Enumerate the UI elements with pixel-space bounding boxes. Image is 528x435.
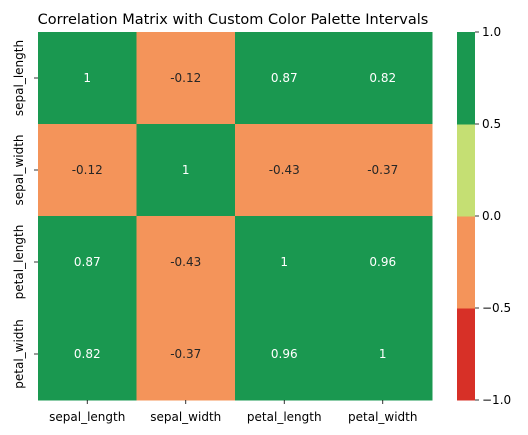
cell-value-label: 0.87 — [74, 255, 101, 269]
cell-value-label: -0.12 — [170, 71, 201, 85]
cell-value-label: 1 — [379, 347, 387, 361]
chart-title: Correlation Matrix with Custom Color Pal… — [38, 12, 429, 28]
heatmap-cells: 1 -0.12 0.87 0.82 -0.12 1 -0.43 -0.37 0.87 -0.43 1… — [38, 32, 433, 401]
cell-value-label: 1 — [83, 71, 91, 85]
cell-value-label: -0.37 — [367, 163, 398, 177]
heatmap-cell — [333, 216, 433, 309]
heatmap-cell — [235, 32, 334, 125]
y-axis-tick-labels: sepal_length sepal_width petal_lengthpetal… — [12, 40, 38, 389]
cell-value-label: -0.37 — [170, 347, 201, 361]
heatmap-cell — [333, 32, 433, 125]
y-axis-tick-label: sepal_length — [12, 40, 26, 116]
cell-value-label: 0.82 — [74, 347, 101, 361]
cell-value-label: 0.96 — [271, 347, 298, 361]
x-axis-tick-label: petal_length — [247, 410, 322, 424]
heatmap-cell — [235, 216, 334, 309]
heatmap-cell — [333, 124, 433, 217]
heatmap-cell — [38, 308, 137, 401]
heatmap-cell — [38, 124, 137, 217]
colorbar-segment — [457, 124, 475, 217]
heatmap-cell — [38, 216, 137, 309]
cell-value-label: 0.96 — [369, 255, 396, 269]
colorbar-tick-label: 0.5 — [482, 117, 501, 131]
cell-value-label: -0.12 — [72, 163, 103, 177]
colorbar-tick-label: −0.5 — [482, 301, 511, 315]
colorbar-tick-label: −1.0 — [482, 393, 511, 407]
heatmap-cell — [136, 124, 236, 217]
y-axis-tick-label: sepal_width — [12, 134, 26, 205]
cell-value-label: -0.43 — [170, 255, 201, 269]
heatmap-cell — [38, 32, 137, 125]
cell-value-label: 0.82 — [369, 71, 396, 85]
y-axis-tick-label: petal_width — [12, 319, 26, 388]
cell-value-label: 0.87 — [271, 71, 298, 85]
cell-value-label: -0.43 — [269, 163, 300, 177]
heatmap-cell — [136, 216, 236, 309]
x-axis-tick-label: sepal_width — [150, 410, 221, 424]
colorbar-tick-label: 1.0 — [482, 25, 501, 39]
heatmap-cell — [235, 308, 334, 401]
y-axis-tick-label: petal_length — [12, 225, 26, 300]
cell-value-label: 1 — [280, 255, 288, 269]
x-axis-tick-label: sepal_length — [49, 410, 125, 424]
colorbar: 1.0 0.5 0.0 −0.5 −1.0 — [457, 25, 511, 407]
heatmap-cell — [136, 32, 236, 125]
x-axis-tick-label: petal_width — [348, 410, 417, 424]
cell-value-label: 1 — [182, 163, 190, 177]
heatmap-cell — [333, 308, 433, 401]
heatmap-cell — [235, 124, 334, 217]
colorbar-segment — [457, 308, 475, 401]
colorbar-tick-label: 0.0 — [482, 209, 501, 223]
x-axis-tick-labels: sepal_length sepal_width petal_length petal… — [49, 400, 417, 424]
colorbar-segment — [457, 216, 475, 309]
heatmap-cell — [136, 308, 236, 401]
colorbar-segment — [457, 32, 475, 125]
